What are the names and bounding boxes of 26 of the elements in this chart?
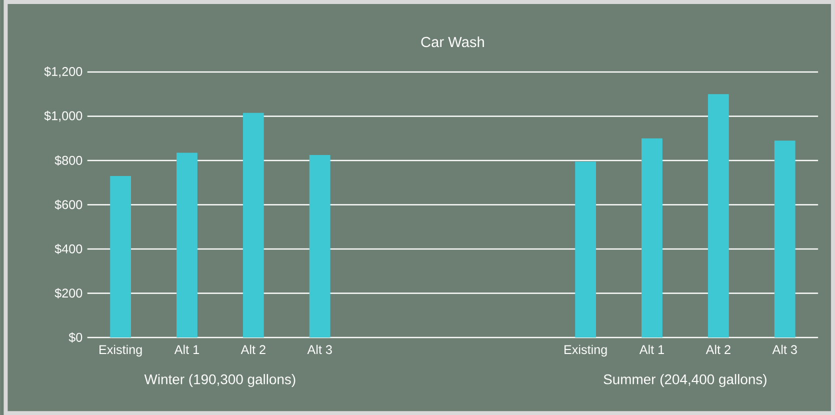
x-tick-label: Alt 2: [240, 344, 266, 354]
bar: [774, 140, 796, 338]
bar: [642, 138, 662, 338]
x-tick-label: Existing: [564, 344, 607, 357]
y-tick-label: $800: [54, 155, 82, 166]
x-tick-label: Alt 3: [772, 344, 797, 354]
text: Summer (204,400 gallons): [604, 374, 766, 387]
text: Winter (190,300 gallons): [144, 374, 296, 387]
y-tick-label: $600: [54, 200, 82, 210]
x-tick-label: Existing: [100, 344, 142, 357]
y-tick-label: $1,200: [44, 66, 82, 78]
bar: [176, 152, 198, 338]
x-tick-label: Alt 3: [307, 344, 332, 354]
bar: [708, 94, 729, 338]
x-tick-label: Alt 2: [706, 344, 730, 354]
bar: [575, 162, 596, 338]
x-tick-label: Alt 1: [639, 344, 664, 354]
y-tick-label: $400: [54, 244, 82, 254]
y-tick-label: $0: [68, 332, 82, 343]
y-tick-label: $200: [54, 288, 82, 298]
bar: [242, 112, 264, 338]
chart-title: Car Wash: [421, 36, 484, 48]
y-tick-label: $1,000: [44, 110, 82, 122]
bar: [110, 176, 131, 338]
x-tick-label: Alt 1: [174, 344, 199, 354]
bar: [309, 154, 330, 338]
